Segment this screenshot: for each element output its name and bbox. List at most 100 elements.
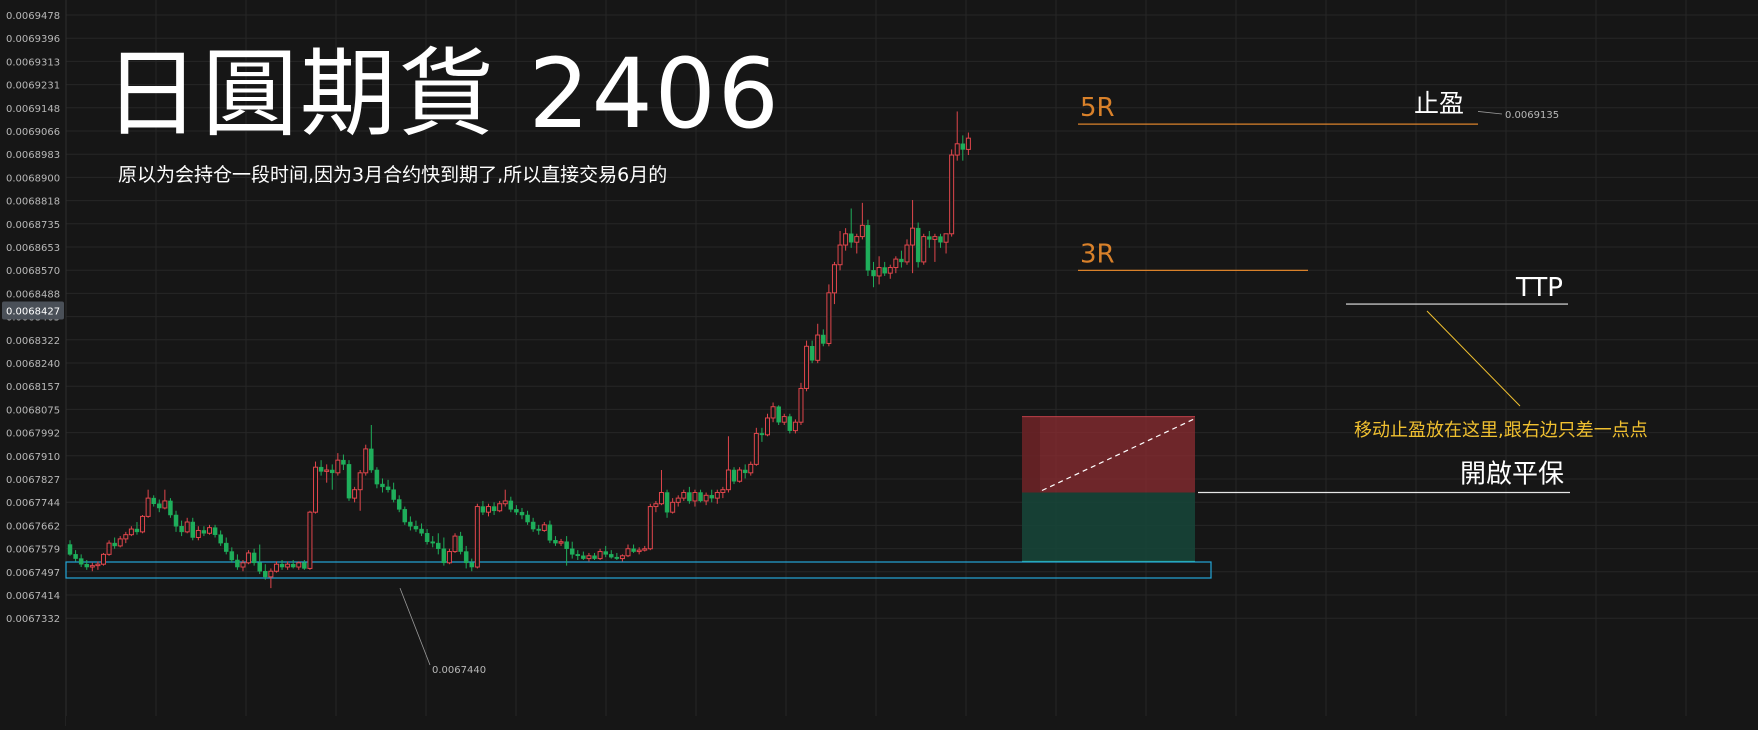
candle-body — [374, 469, 380, 485]
candle-body — [603, 551, 608, 555]
candle-body — [882, 267, 887, 274]
y-tick-label: 0.0067579 — [6, 545, 60, 556]
y-tick-label: 0.0068488 — [6, 289, 60, 300]
y-tick-label: 0.0069396 — [6, 34, 60, 45]
candle-body — [89, 565, 95, 568]
candle-body — [731, 469, 737, 482]
candle-body — [592, 555, 597, 559]
candle-body — [642, 548, 648, 551]
candle-body — [285, 563, 291, 568]
candle-body — [223, 542, 229, 552]
candle-body — [408, 521, 413, 527]
candle-body — [145, 497, 151, 517]
candle-body — [575, 554, 581, 557]
candle-body — [553, 540, 558, 544]
candle-body — [569, 548, 575, 555]
candle-body — [369, 448, 374, 471]
candle-body — [854, 236, 860, 243]
y-tick-label: 0.0067827 — [6, 475, 60, 486]
position-zones — [1022, 416, 1196, 562]
candle-body — [151, 497, 156, 504]
y-tick-label: 0.0068322 — [6, 336, 60, 347]
level-3r-label: 3R — [1080, 239, 1115, 269]
current-price-label: 0.0068427 — [6, 307, 60, 318]
candle-body — [302, 562, 307, 569]
candle-body — [363, 448, 369, 474]
candle-body — [207, 527, 212, 534]
note-pointer — [1426, 310, 1521, 407]
y-tick-label: 0.0069231 — [6, 81, 60, 92]
candle-body — [619, 555, 625, 560]
candle-body — [821, 334, 826, 344]
y-tick-label: 0.0068570 — [6, 266, 60, 277]
candle-body — [346, 464, 352, 499]
candle-body — [581, 555, 586, 559]
candle-body — [257, 562, 262, 572]
candle-body — [631, 548, 636, 552]
candle-body — [458, 535, 463, 552]
candle-body — [921, 236, 927, 263]
candle-body — [658, 491, 664, 505]
candle-body — [95, 563, 101, 567]
candle-body — [436, 542, 441, 549]
candle-body — [441, 548, 447, 564]
candle-body — [597, 551, 603, 560]
candle-body — [385, 486, 391, 490]
candle-body — [502, 500, 508, 505]
grid-lines — [65, 0, 1758, 726]
candle-body — [117, 538, 123, 547]
candle-body — [218, 534, 223, 544]
candle-body — [737, 469, 743, 482]
candle-body — [899, 258, 904, 263]
candle-body — [770, 406, 776, 419]
y-tick-label: 0.0067744 — [6, 498, 60, 509]
candle-body — [128, 528, 134, 536]
candle-body — [681, 491, 687, 499]
y-tick-label: 0.0068983 — [6, 150, 60, 161]
candle-body — [78, 558, 84, 565]
candle-body — [296, 562, 302, 568]
candle-body — [887, 267, 893, 274]
candle-body — [586, 555, 592, 560]
candle-body — [893, 258, 899, 269]
candle-body — [463, 551, 469, 564]
candle-body — [246, 552, 252, 564]
y-tick-label: 0.0067497 — [6, 568, 60, 579]
candle-body — [843, 233, 849, 246]
candle-body — [446, 551, 452, 564]
level-lines: 0.0069135 0.0067440 5R 止盈 3R TTP 開啟平保 移动止盈放在这里,… — [66, 89, 1758, 726]
candle-body — [195, 529, 201, 538]
candle-body — [140, 515, 146, 533]
candle-body — [915, 227, 921, 263]
high-leader — [1477, 111, 1503, 115]
candle-body — [687, 492, 692, 502]
page-title: 日圓期貨 2406 — [104, 38, 781, 150]
candle-body — [235, 559, 240, 568]
candle-body — [273, 563, 279, 572]
candle-body — [134, 528, 140, 533]
breakeven-label: 開啟平保 — [1460, 459, 1564, 489]
y-tick-label: 0.0069313 — [6, 57, 60, 68]
candle-body — [938, 236, 943, 243]
candle-body — [614, 556, 620, 559]
candle-body — [781, 416, 787, 423]
candle-body — [541, 524, 547, 531]
candle-body — [753, 432, 759, 465]
candle-body — [112, 542, 117, 547]
candle-body — [960, 143, 966, 150]
y-tick-label: 0.0068157 — [6, 382, 60, 393]
candle-body — [263, 570, 268, 578]
candle-body — [759, 433, 765, 436]
candle-body — [949, 154, 955, 235]
candle-body — [714, 491, 720, 499]
stop-loss-zone — [1022, 416, 1195, 493]
candle-body — [491, 506, 497, 512]
candle-body — [865, 225, 871, 271]
candle-body — [168, 500, 173, 516]
candle-body — [809, 346, 815, 361]
candle-body — [184, 521, 190, 533]
candle-body — [324, 469, 330, 472]
support-box — [65, 561, 1212, 579]
